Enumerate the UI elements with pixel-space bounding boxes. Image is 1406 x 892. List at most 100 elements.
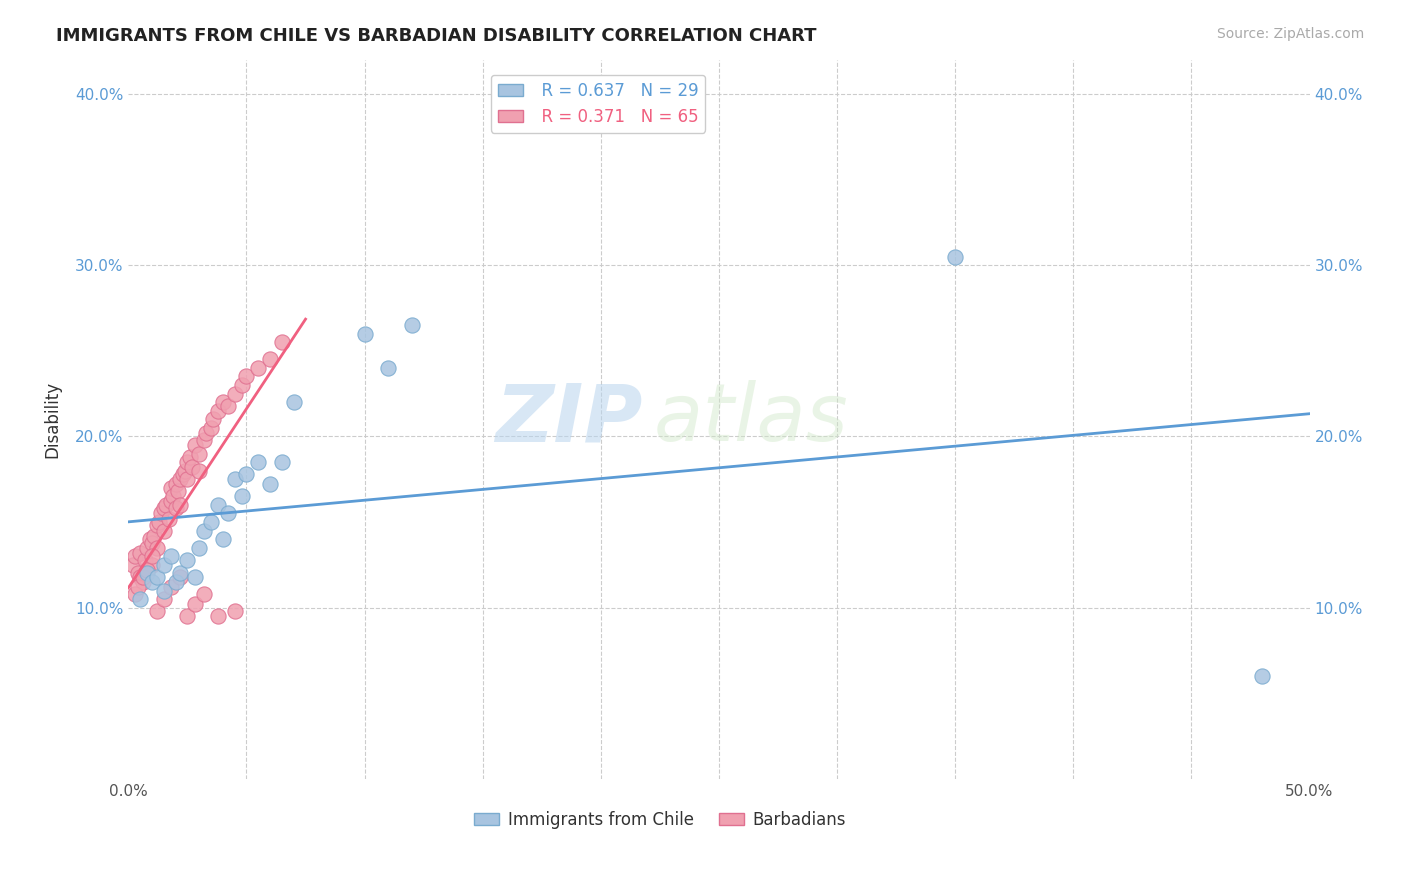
Point [943, 250, 966, 264]
Point [195, 425, 218, 440]
Point [169, 472, 191, 486]
Point [247, 455, 270, 469]
Point [259, 352, 281, 367]
Point [193, 587, 215, 601]
Point [183, 438, 205, 452]
Point [160, 481, 183, 495]
Point [148, 515, 170, 529]
Point [136, 563, 159, 577]
Point [224, 472, 246, 486]
Point [129, 592, 152, 607]
Point [122, 558, 145, 572]
Point [160, 580, 183, 594]
Point [202, 412, 225, 426]
Point [129, 546, 152, 560]
Point [127, 566, 149, 581]
Point [259, 477, 281, 491]
Point [207, 403, 229, 417]
Point [271, 455, 294, 469]
Text: Source: ZipAtlas.com: Source: ZipAtlas.com [1216, 27, 1364, 41]
Point [401, 318, 423, 332]
Point [131, 570, 153, 584]
Point [145, 518, 167, 533]
Text: atlas: atlas [654, 380, 849, 458]
Point [141, 574, 163, 589]
Point [160, 494, 183, 508]
Point [207, 498, 229, 512]
Point [136, 566, 159, 581]
Point [160, 549, 183, 564]
Point [136, 541, 159, 555]
Point [179, 450, 201, 464]
Point [145, 604, 167, 618]
Point [176, 609, 198, 624]
Point [207, 609, 229, 624]
Point [174, 464, 197, 478]
Point [377, 360, 399, 375]
Point [165, 501, 187, 516]
Point [157, 511, 180, 525]
Text: IMMIGRANTS FROM CHILE VS BARBADIAN DISABILITY CORRELATION CHART: IMMIGRANTS FROM CHILE VS BARBADIAN DISAB… [56, 27, 817, 45]
Point [138, 532, 160, 546]
Point [143, 529, 166, 543]
Point [153, 583, 176, 598]
Point [193, 433, 215, 447]
Point [231, 489, 253, 503]
Point [141, 549, 163, 564]
Point [217, 507, 239, 521]
Point [165, 477, 187, 491]
Point [176, 472, 198, 486]
Point [141, 558, 163, 572]
Point [127, 580, 149, 594]
Point [153, 524, 176, 538]
Point [176, 455, 198, 469]
Point [183, 570, 205, 584]
Point [183, 597, 205, 611]
Point [162, 489, 184, 503]
Y-axis label: Disability: Disability [44, 381, 60, 458]
Point [169, 566, 191, 581]
Point [235, 467, 257, 481]
Point [141, 535, 163, 549]
Point [145, 570, 167, 584]
Point [169, 498, 191, 512]
Point [165, 574, 187, 589]
Point [1251, 669, 1274, 683]
Point [247, 360, 270, 375]
Point [150, 507, 173, 521]
Point [200, 421, 222, 435]
Legend: Immigrants from Chile, Barbadians: Immigrants from Chile, Barbadians [468, 804, 852, 835]
Point [153, 501, 176, 516]
Point [176, 552, 198, 566]
Point [188, 446, 211, 460]
Point [124, 587, 146, 601]
Point [129, 570, 152, 584]
Point [169, 570, 191, 584]
Text: ZIP: ZIP [495, 380, 643, 458]
Point [353, 326, 375, 341]
Point [188, 541, 211, 555]
Point [235, 369, 257, 384]
Point [231, 378, 253, 392]
Point [283, 395, 305, 409]
Point [155, 498, 177, 512]
Point [271, 335, 294, 350]
Point [217, 399, 239, 413]
Point [188, 464, 211, 478]
Point [224, 604, 246, 618]
Point [212, 532, 235, 546]
Point [131, 574, 153, 589]
Point [136, 563, 159, 577]
Point [172, 467, 194, 481]
Point [224, 386, 246, 401]
Point [124, 549, 146, 564]
Point [212, 395, 235, 409]
Point [134, 552, 156, 566]
Point [193, 524, 215, 538]
Point [153, 558, 176, 572]
Point [200, 515, 222, 529]
Point [153, 592, 176, 607]
Point [167, 484, 190, 499]
Point [145, 541, 167, 555]
Point [181, 460, 204, 475]
